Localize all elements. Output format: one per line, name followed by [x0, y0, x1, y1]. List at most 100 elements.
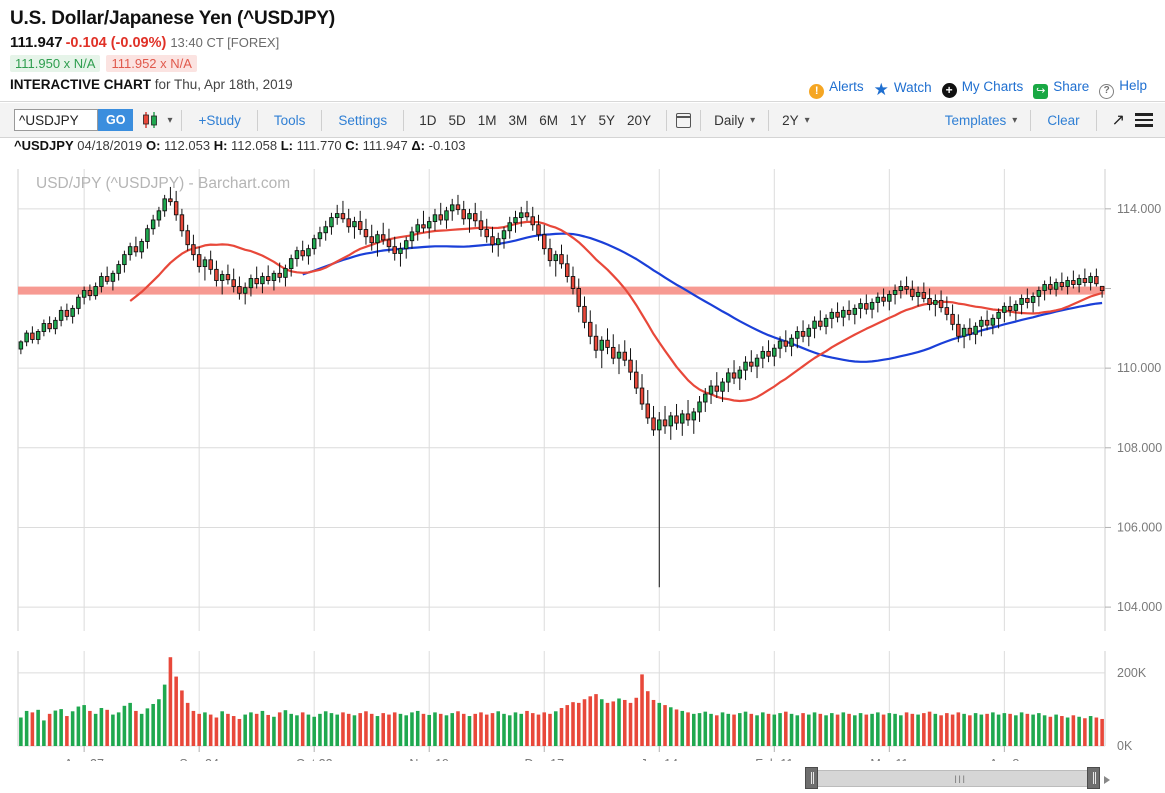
candlestick: [47, 323, 52, 330]
volume-bar: [341, 712, 345, 746]
volume-bar: [996, 714, 1001, 746]
my-charts-label[interactable]: My Charts: [961, 79, 1024, 94]
range-1m[interactable]: 1M: [477, 112, 497, 128]
tools-button[interactable]: Tools: [273, 112, 306, 128]
toolbar-divider: [666, 109, 668, 131]
candlestick: [1025, 297, 1030, 303]
hamburger-menu-icon[interactable]: [1135, 110, 1153, 130]
candlestick: [173, 201, 179, 216]
interval-dropdown[interactable]: Daily ▾: [710, 113, 759, 128]
candlestick: [697, 401, 702, 413]
help-icon: ?: [1099, 84, 1115, 99]
volume-bar: [283, 710, 288, 746]
chart-type-selector[interactable]: ▾: [141, 111, 172, 129]
volume-bar: [289, 713, 293, 746]
candlestick: [403, 240, 409, 250]
volume-bar: [1014, 715, 1018, 746]
volume-bar: [197, 713, 201, 746]
volume-bar: [502, 713, 506, 746]
help-link[interactable]: ? Help: [1099, 78, 1157, 99]
candlestick: [421, 224, 426, 229]
candlestick: [772, 347, 777, 357]
volume-bar: [19, 717, 23, 746]
chart-area[interactable]: USD/JPY (^USDJPY) - Barchart.com 114.000…: [0, 161, 1165, 761]
scrollbar-right-arrow-icon[interactable]: [1104, 776, 1110, 784]
volume-bar: [513, 712, 518, 746]
volume-bar: [1065, 717, 1070, 746]
candlestick: [887, 294, 892, 302]
volume-bar: [392, 712, 397, 746]
interval-label: Daily: [714, 112, 745, 128]
candlestick: [582, 305, 587, 323]
volume-bar: [979, 714, 984, 746]
candlestick: [242, 287, 248, 294]
toolbar-divider: [321, 109, 323, 131]
candlestick: [306, 248, 311, 257]
settings-button[interactable]: Settings: [338, 112, 388, 128]
volume-bar: [968, 715, 972, 746]
volume-bar: [973, 713, 978, 746]
volume-bar: [484, 714, 489, 746]
templates-dropdown[interactable]: Templates ▾: [941, 113, 1022, 128]
scrollbar-left-handle[interactable]: [805, 767, 818, 789]
range-6m[interactable]: 6M: [539, 112, 559, 128]
horizontal-scrollbar[interactable]: III: [805, 767, 1100, 789]
page-title: U.S. Dollar/Japanese Yen (^USDJPY): [10, 8, 335, 29]
candlestick: [202, 259, 208, 268]
watch-link[interactable]: ★ Watch: [874, 80, 942, 98]
range-1y[interactable]: 1Y: [570, 112, 587, 128]
candlestick: [300, 250, 305, 257]
candlestick: [1076, 278, 1082, 285]
volume-bar: [899, 715, 903, 746]
volume-bar: [697, 713, 702, 746]
volume-bar: [732, 714, 736, 746]
range-1d[interactable]: 1D: [419, 112, 437, 128]
alerts-link[interactable]: ! Alerts: [809, 79, 874, 99]
volume-bar: [651, 699, 656, 746]
volume-bar: [266, 714, 270, 746]
range-3m[interactable]: 3M: [508, 112, 528, 128]
calendar-icon[interactable]: [676, 112, 692, 128]
candlestick: [225, 274, 231, 281]
volume-bar: [1088, 716, 1093, 746]
share-label[interactable]: Share: [1053, 78, 1090, 94]
range-5y[interactable]: 5Y: [598, 112, 616, 128]
my-charts-link[interactable]: + My Charts: [941, 79, 1034, 98]
volume-bar: [645, 691, 650, 746]
volume-bar: [99, 708, 104, 746]
share-icon: ↪: [1033, 83, 1049, 99]
candlestick: [35, 331, 41, 340]
symbol-input[interactable]: [14, 109, 98, 131]
volume-bar: [536, 714, 541, 746]
expand-arrow-icon[interactable]: ↗: [1111, 112, 1125, 129]
clear-button[interactable]: Clear: [1047, 112, 1080, 128]
add-study-button[interactable]: +Study: [198, 112, 241, 128]
volume-bar: [582, 699, 587, 746]
period-dropdown[interactable]: 2Y ▾: [778, 113, 814, 128]
quote-summary: 111.947 -0.104 (-0.09%) 13:40 CT [FOREX]: [10, 34, 1165, 51]
alerts-label[interactable]: Alerts: [829, 78, 864, 94]
candlestick: [357, 221, 363, 230]
share-link[interactable]: ↪ Share: [1033, 79, 1099, 99]
go-button[interactable]: GO: [98, 109, 134, 131]
candlestick: [64, 309, 70, 317]
volume-bar: [1083, 718, 1087, 746]
volume-bar: [490, 713, 495, 746]
candlestick: [547, 248, 553, 262]
scrollbar-right-handle[interactable]: [1087, 767, 1100, 789]
range-5d[interactable]: 5D: [448, 112, 466, 128]
watch-label[interactable]: Watch: [893, 80, 932, 95]
scrollbar-center-grip[interactable]: III: [954, 774, 967, 786]
range-20y[interactable]: 20Y: [627, 112, 652, 128]
volume-bar: [300, 712, 305, 746]
candlestick: [685, 413, 691, 421]
candlestick: [950, 313, 955, 325]
candlestick: [973, 325, 978, 335]
volume-bar: [42, 720, 46, 746]
price-chart[interactable]: 114.000 110.000 108.000 106.000 104.000 200K 0…: [0, 161, 1165, 761]
quote-header: U.S. Dollar/Japanese Yen (^USDJPY) 111.9…: [0, 0, 1165, 92]
candlestick: [536, 224, 541, 236]
candlestick: [191, 244, 196, 256]
alert-icon: !: [809, 83, 825, 99]
help-label[interactable]: Help: [1119, 78, 1147, 93]
